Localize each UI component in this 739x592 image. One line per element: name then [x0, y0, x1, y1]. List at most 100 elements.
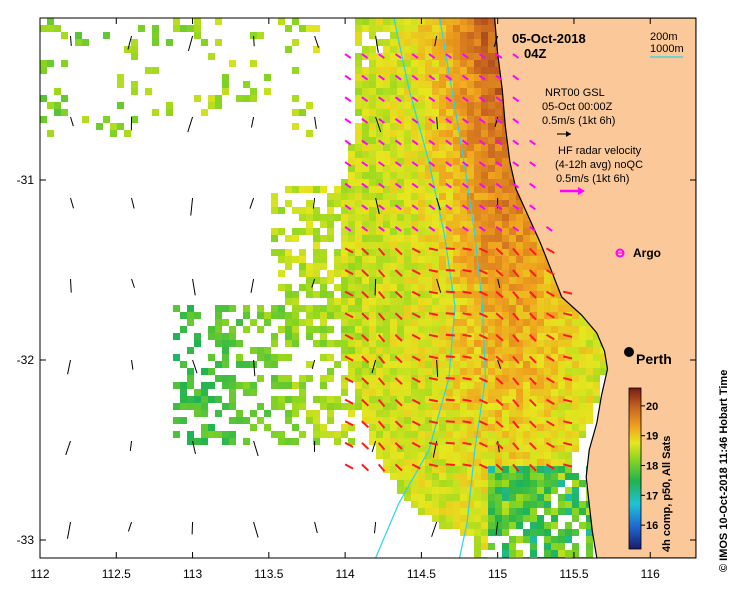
sst-cell [187, 25, 194, 32]
sst-cell [348, 186, 355, 193]
radar-arrow [428, 182, 436, 189]
sst-cell [362, 403, 369, 410]
sst-cell [453, 165, 460, 172]
sst-cell [306, 284, 313, 291]
sst-cell [313, 270, 320, 277]
sst-cell [285, 417, 292, 424]
sst-cell [341, 298, 348, 305]
sst-cell [467, 361, 474, 368]
sst-cell [383, 249, 390, 256]
sst-cell [446, 109, 453, 116]
sst-cell [474, 319, 481, 326]
sst-cell [460, 214, 467, 221]
sst-cell [551, 445, 558, 452]
sst-cell [467, 347, 474, 354]
sst-cell [313, 207, 320, 214]
sst-cell [285, 326, 292, 333]
sst-cell [439, 473, 446, 480]
sst-cell [439, 116, 446, 123]
sst-cell [285, 410, 292, 417]
sst-cell [523, 333, 530, 340]
radar-arrow [545, 420, 555, 427]
sst-cell [383, 214, 390, 221]
sst-cell [453, 480, 460, 487]
radar-arrow [512, 355, 520, 364]
sst-cell [495, 151, 502, 158]
sst-cell [355, 165, 362, 172]
sst-cell [236, 340, 243, 347]
radar-arrow [461, 139, 469, 146]
sst-cell [404, 459, 411, 466]
sst-cell [523, 228, 530, 235]
sst-cell [404, 242, 411, 249]
gsl-arrow [431, 521, 438, 537]
sst-cell [306, 221, 313, 228]
gsl-arrow [192, 440, 196, 455]
sst-cell [250, 60, 257, 67]
sst-cell [474, 438, 481, 445]
radar-arrow [428, 269, 439, 273]
radar-arrow [394, 442, 403, 450]
sst-cell [488, 522, 495, 529]
sst-cell [453, 200, 460, 207]
sst-cell [432, 221, 439, 228]
sst-cell [320, 382, 327, 389]
sst-cell [551, 354, 558, 361]
radar-arrow [512, 204, 520, 211]
sst-cell [474, 130, 481, 137]
sst-cell [565, 550, 572, 557]
sst-cell [376, 67, 383, 74]
sst-cell [439, 298, 446, 305]
sst-cell [488, 263, 495, 270]
sst-cell [439, 361, 446, 368]
sst-cell [362, 151, 369, 158]
sst-cell [243, 81, 250, 88]
sst-cell [537, 242, 544, 249]
sst-cell [208, 424, 215, 431]
radar-arrow [529, 161, 536, 167]
sst-cell [271, 228, 278, 235]
sst-cell [495, 249, 502, 256]
sst-cell [278, 326, 285, 333]
sst-cell [572, 550, 579, 557]
sst-cell [488, 214, 495, 221]
sst-cell [425, 340, 432, 347]
sst-cell [432, 235, 439, 242]
sst-cell [509, 319, 516, 326]
sst-cell [460, 452, 467, 459]
sst-cell [390, 123, 397, 130]
sst-cell [495, 340, 502, 347]
sst-cell [306, 186, 313, 193]
sst-cell [446, 445, 453, 452]
sst-cell [523, 270, 530, 277]
sst-cell [383, 88, 390, 95]
sst-cell [446, 207, 453, 214]
sst-cell [523, 410, 530, 417]
sst-cell [383, 116, 390, 123]
radar-arrow [478, 182, 486, 189]
sst-cell [523, 284, 530, 291]
sst-cell [411, 123, 418, 130]
radar-arrow [361, 53, 369, 59]
sst-cell [425, 74, 432, 81]
sst-cell [292, 438, 299, 445]
radar-arrow [361, 334, 370, 342]
sst-cell [397, 242, 404, 249]
sst-cell [222, 319, 229, 326]
radar-arrow [445, 312, 455, 315]
radar-arrow [377, 442, 386, 451]
sst-cell [369, 424, 376, 431]
sst-cell [397, 403, 404, 410]
radar-arrow [461, 96, 469, 103]
sst-cell [453, 515, 460, 522]
sst-cell [355, 396, 362, 403]
sst-cell [383, 333, 390, 340]
sst-cell [397, 424, 404, 431]
sst-cell [439, 235, 446, 242]
sst-cell [453, 487, 460, 494]
sst-cell [383, 81, 390, 88]
sst-cell [292, 305, 299, 312]
sst-cell [432, 340, 439, 347]
sst-cell [432, 109, 439, 116]
sst-cell [208, 396, 215, 403]
